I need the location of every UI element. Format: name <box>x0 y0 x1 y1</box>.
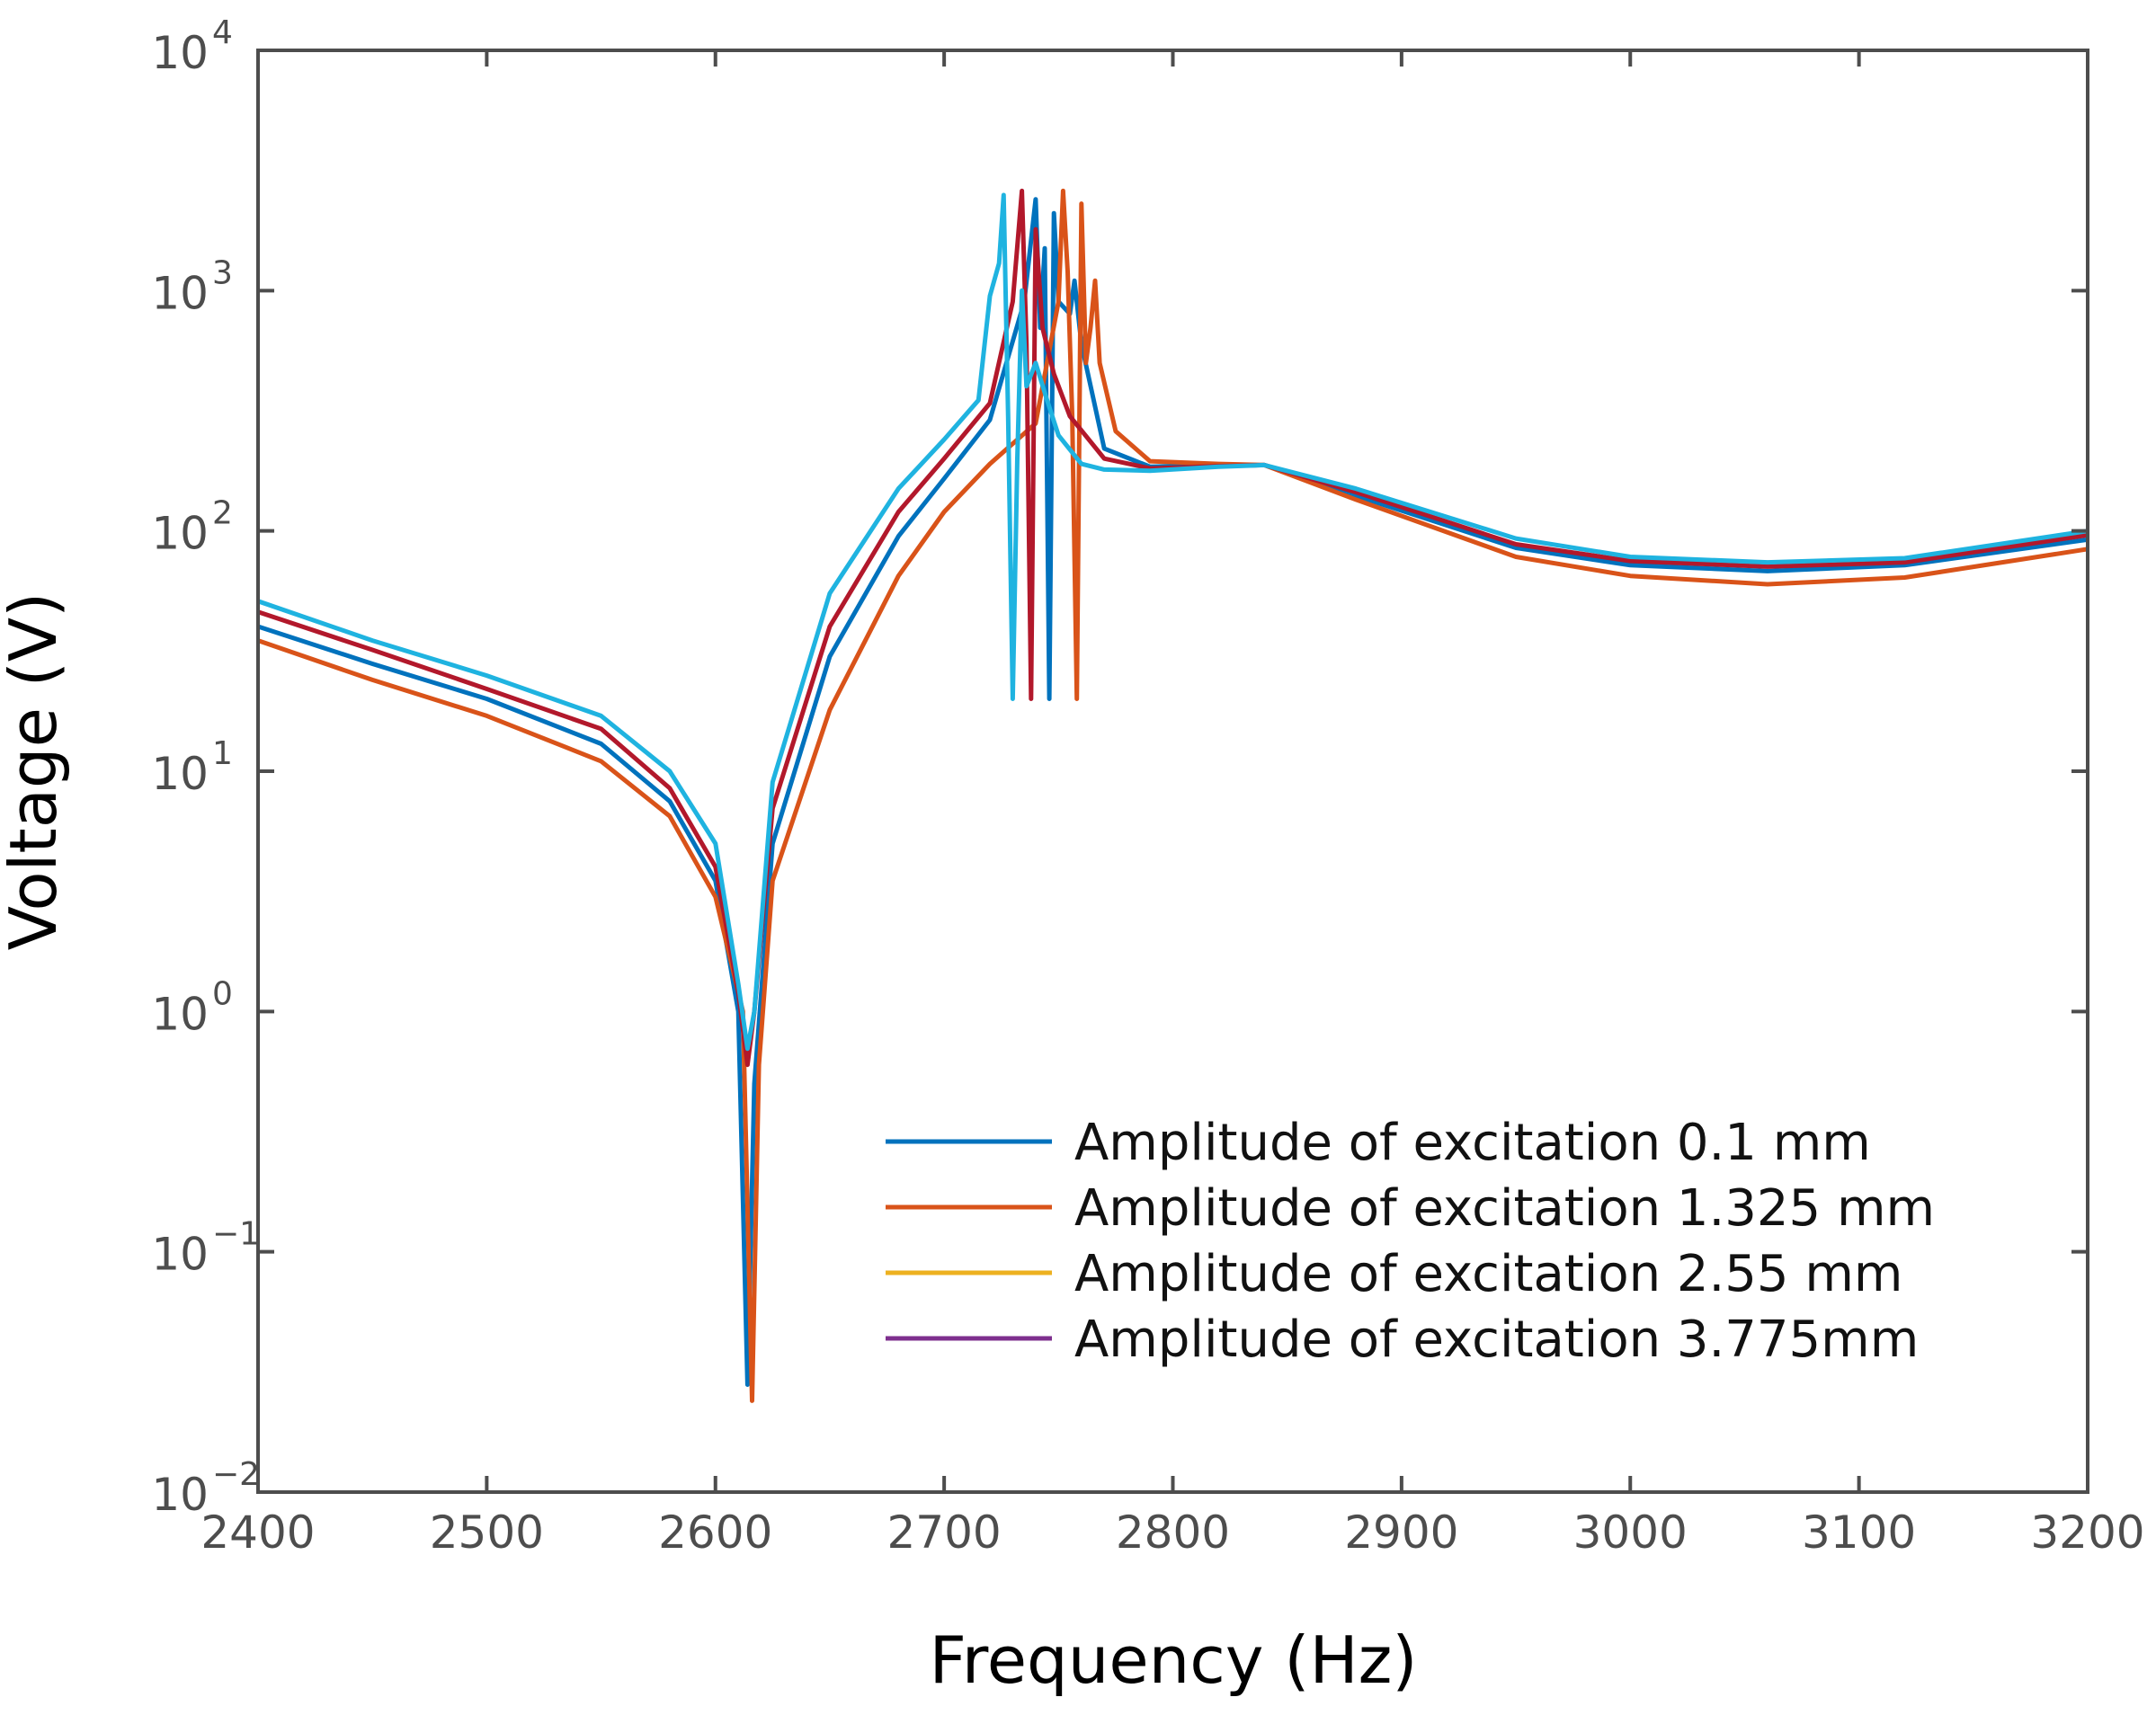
y-tick-base: 10 <box>151 1229 209 1281</box>
x-axis-ticks: 2400 2500 2600 2700 2800 2900 3000 3100 3200 <box>200 50 2145 1559</box>
x-tick-label: 2600 <box>658 1506 772 1559</box>
y-tick-exponent: 2 <box>212 495 233 532</box>
series-line-3 <box>258 192 2088 1052</box>
y-tick-label: 10 3 <box>151 254 233 319</box>
y-tick-base: 10 <box>151 267 209 319</box>
y-tick-label: 10 1 <box>151 735 233 800</box>
y-tick-label: 10 2 <box>151 495 233 560</box>
y-tick-label: 10 4 <box>151 14 233 79</box>
x-axis-title: Frequency (Hz) <box>930 1622 1418 1698</box>
y-tick-exponent: 4 <box>212 14 233 51</box>
y-tick-label: 10 0 <box>151 975 233 1040</box>
x-tick-label: 2800 <box>1116 1506 1230 1559</box>
legend-label-3: Amplitude of excitation 3.775mm <box>1074 1311 1919 1369</box>
y-tick-exponent: −1 <box>212 1216 260 1253</box>
x-tick-label: 3200 <box>2030 1506 2144 1559</box>
legend-label-1: Amplitude of excitation 1.325 mm <box>1074 1179 1935 1238</box>
y-tick-base: 10 <box>151 508 209 560</box>
y-tick-base: 10 <box>151 1469 209 1521</box>
x-tick-label: 2700 <box>887 1506 1002 1559</box>
y-tick-base: 10 <box>151 27 209 79</box>
legend-label-0: Amplitude of excitation 0.1 mm <box>1074 1114 1871 1172</box>
y-tick-base: 10 <box>151 988 209 1040</box>
series-line-2 <box>258 188 2088 1068</box>
y-tick-exponent: 0 <box>212 975 233 1012</box>
y-axis-title: Voltage (V) <box>0 592 71 950</box>
y-tick-label: 10 −1 <box>151 1216 260 1281</box>
x-tick-label: 2900 <box>1344 1506 1458 1559</box>
y-tick-exponent: 3 <box>212 254 233 291</box>
y-tick-base: 10 <box>151 748 209 800</box>
series-layer <box>258 188 2088 1403</box>
x-tick-label: 2400 <box>200 1506 315 1559</box>
legend-label-2: Amplitude of excitation 2.55 mm <box>1074 1245 1902 1303</box>
x-tick-label: 3000 <box>1573 1506 1688 1559</box>
legend: Amplitude of excitation 0.1 mm Amplitude … <box>886 1114 1935 1369</box>
y-tick-label: 10 −2 <box>151 1456 260 1521</box>
x-tick-label: 2500 <box>430 1506 544 1559</box>
y-tick-exponent: 1 <box>212 735 233 772</box>
x-tick-label: 3100 <box>1802 1506 1916 1559</box>
y-tick-exponent: −2 <box>212 1456 260 1493</box>
